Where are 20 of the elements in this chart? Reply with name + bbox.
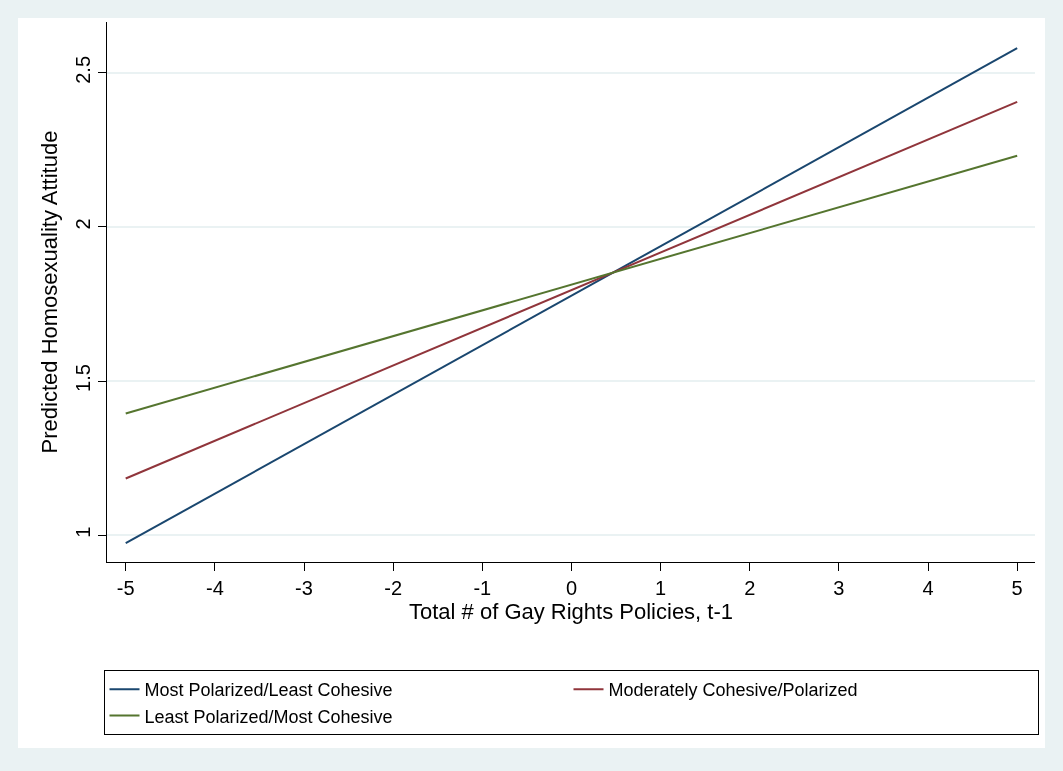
x-tick-label: 3 (833, 577, 845, 599)
x-tick-label: 2 (744, 577, 756, 599)
legend-label: Moderately Cohesive/Polarized (608, 680, 858, 701)
x-tick-label: -3 (295, 577, 313, 599)
x-tick-label: 4 (922, 577, 934, 599)
x-tick-label: 0 (565, 577, 578, 599)
legend-label: Most Polarized/Least Cohesive (144, 680, 393, 701)
x-tick-label: 1 (655, 577, 667, 599)
x-tick-label: -1 (473, 577, 492, 599)
y-tick-label: 2 (72, 218, 94, 230)
y-tick-label: 2.5 (72, 55, 94, 84)
x-tick-label: -2 (384, 577, 403, 599)
x-tick-label: -4 (205, 577, 224, 599)
y-tick-label: 1 (72, 526, 94, 538)
y-tick-label: 1.5 (72, 364, 94, 392)
x-tick-label: 5 (1011, 577, 1023, 599)
legend-label: Least Polarized/Most Cohesive (144, 706, 393, 727)
y-axis-title: Predicted Homosexuality Attitude (36, 130, 62, 454)
x-tick-label: -5 (116, 577, 135, 599)
x-axis-title: Total # of Gay Rights Policies, t-1 (408, 599, 734, 624)
